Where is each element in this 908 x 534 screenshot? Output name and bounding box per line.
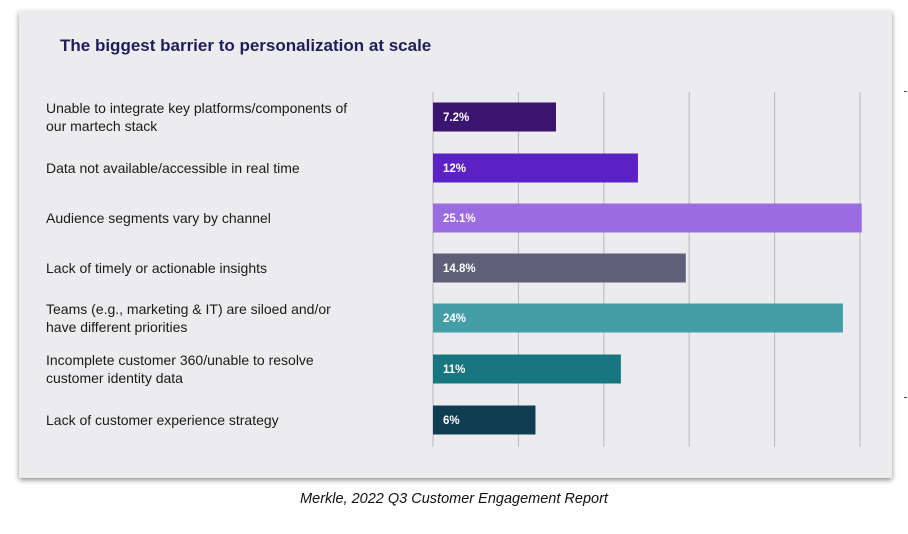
- source-caption: Merkle, 2022 Q3 Customer Engagement Repo…: [300, 491, 608, 507]
- bar-value-label: 14.8%: [443, 263, 476, 275]
- bar: [433, 253, 686, 283]
- category-label-line: Lack of customer experience strategy: [46, 412, 279, 428]
- bar-value-label: 25.1%: [443, 213, 476, 225]
- category-label-line: Lack of timely or actionable insights: [46, 260, 267, 276]
- bar: [433, 405, 536, 435]
- bar: [433, 303, 843, 333]
- category-label: Unable to integrate key platforms/compon…: [46, 99, 386, 135]
- category-label-line: customer identity data: [46, 370, 183, 386]
- category-label-line: have different priorities: [46, 319, 188, 335]
- edge-tick-top: [904, 91, 907, 92]
- category-label-line: Teams (e.g., marketing & IT) are siloed …: [46, 301, 331, 317]
- chart-card: The biggest barrier to personalization a…: [19, 11, 892, 478]
- bar: [433, 102, 556, 132]
- category-label: Audience segments vary by channel: [46, 209, 386, 227]
- category-label-line: Unable to integrate key platforms/compon…: [46, 100, 348, 116]
- category-label: Data not available/accessible in real ti…: [46, 159, 386, 177]
- bar-value-label: 7.2%: [443, 112, 469, 124]
- edge-tick-bottom: [904, 397, 907, 398]
- bar-value-label: 6%: [443, 415, 460, 427]
- category-label: Teams (e.g., marketing & IT) are siloed …: [46, 300, 386, 336]
- bar-value-label: 12%: [443, 163, 466, 175]
- category-label-line: Audience segments vary by channel: [46, 210, 271, 226]
- bar-value-label: 11%: [443, 364, 465, 376]
- category-label: Incomplete customer 360/unable to resolv…: [46, 351, 386, 387]
- category-label-line: Data not available/accessible in real ti…: [46, 160, 300, 176]
- category-label: Lack of customer experience strategy: [46, 411, 386, 429]
- bar: [433, 153, 638, 183]
- category-label-line: Incomplete customer 360/unable to resolv…: [46, 352, 314, 368]
- bar: [433, 354, 621, 384]
- category-label-line: our martech stack: [46, 118, 158, 134]
- category-label: Lack of timely or actionable insights: [46, 259, 386, 277]
- bar-value-label: 24%: [443, 313, 466, 325]
- chart-title: The biggest barrier to personalization a…: [60, 36, 432, 55]
- bar: [433, 203, 862, 233]
